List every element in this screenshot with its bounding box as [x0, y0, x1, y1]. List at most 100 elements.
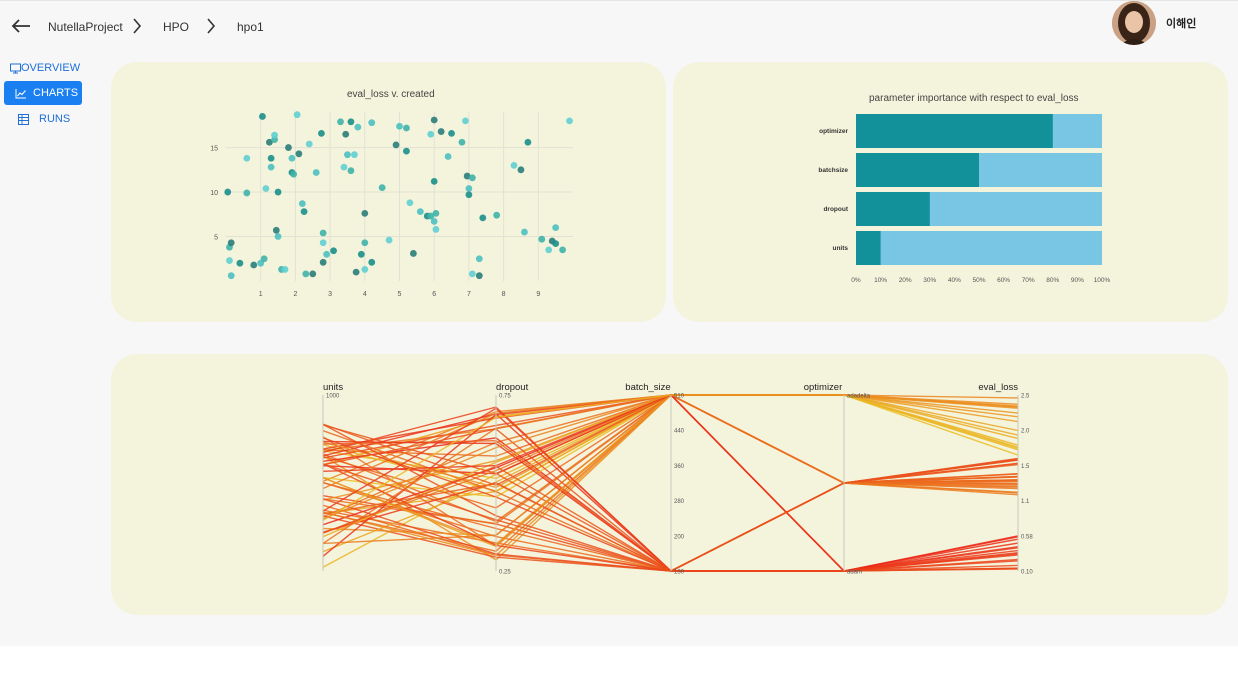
- importance-category-label: batchsize: [818, 167, 848, 174]
- scatter-point: [272, 226, 280, 234]
- scatter-point: [409, 250, 417, 257]
- pc-axis-label: eval_loss: [978, 382, 1018, 393]
- user-photo-icon: [1112, 1, 1156, 45]
- scatter-point: [427, 130, 435, 138]
- chevron-right-icon: [207, 18, 216, 34]
- scatter-point: [545, 246, 553, 254]
- scatter-x-tick: 7: [467, 291, 471, 298]
- nav-charts-label: CHARTS: [33, 87, 79, 99]
- scatter-point: [290, 170, 298, 178]
- scatter-point: [403, 147, 410, 155]
- scatter-point: [493, 211, 501, 219]
- breadcrumb-run[interactable]: hpo1: [237, 20, 264, 34]
- back-arrow-icon[interactable]: [10, 16, 32, 36]
- user-name: 이해인: [1166, 18, 1197, 30]
- nav-overview-label: OVERVIEW: [21, 62, 81, 74]
- scatter-point: [524, 138, 532, 146]
- scatter-point: [288, 154, 296, 162]
- scatter-point: [274, 188, 282, 196]
- importance-x-tick: 20%: [899, 277, 912, 284]
- scatter-point: [323, 250, 331, 258]
- scatter-point: [347, 118, 355, 126]
- scatter-x-tick: 4: [363, 291, 367, 298]
- scatter-chart-title: eval_loss v. created: [347, 89, 435, 100]
- importance-x-tick: 60%: [997, 277, 1010, 284]
- scatter-point: [468, 174, 476, 182]
- importance-bar: [856, 192, 930, 226]
- nav-runs[interactable]: RUNS: [4, 107, 82, 131]
- pc-axis-tick: 0.25: [499, 570, 511, 576]
- scatter-point: [337, 118, 344, 126]
- scatter-chart-card: eval_loss v. created 1 2 3 4 5 6 7 8 9 5 10 15: [111, 62, 666, 322]
- scatter-point: [342, 130, 350, 138]
- scatter-point: [462, 117, 469, 125]
- scatter-point: [559, 246, 566, 254]
- nav-overview[interactable]: OVERVIEW: [10, 56, 82, 80]
- scatter-point: [274, 233, 282, 240]
- importance-bar-background: [856, 231, 1102, 265]
- importance-category-label: dropout: [823, 206, 848, 213]
- importance-bar: [856, 153, 979, 187]
- scatter-point: [259, 113, 266, 120]
- scatter-point: [267, 163, 275, 171]
- breadcrumb-project[interactable]: NutellaProject: [48, 20, 123, 34]
- avatar[interactable]: [1112, 1, 1156, 45]
- scatter-point: [475, 272, 483, 280]
- scatter-point: [368, 119, 376, 127]
- pc-axis-tick: 280: [674, 499, 685, 505]
- scatter-point: [243, 189, 251, 197]
- scatter-point: [319, 229, 327, 237]
- scatter-point: [427, 212, 435, 220]
- scatter-point: [224, 188, 232, 196]
- scatter-point: [361, 239, 369, 247]
- scatter-point: [432, 226, 440, 233]
- scatter-point: [430, 177, 438, 185]
- scatter-point: [406, 199, 414, 207]
- scatter-point: [437, 128, 445, 135]
- breadcrumb-hpo[interactable]: HPO: [163, 20, 190, 34]
- scatter-point: [267, 154, 275, 162]
- scatter-point: [236, 259, 244, 267]
- scatter-point: [357, 250, 365, 258]
- importance-x-tick: 100%: [1094, 277, 1111, 284]
- pc-axis-tick: 2.0: [1021, 429, 1030, 435]
- scatter-point: [385, 236, 393, 244]
- scatter-point: [510, 161, 518, 169]
- pc-axis-label: dropout: [496, 382, 529, 393]
- pc-axis-tick: 510: [674, 394, 685, 400]
- scatter-point: [468, 270, 476, 278]
- scatter-point: [305, 140, 313, 148]
- pc-axis-tick: 200: [674, 534, 685, 540]
- scatter-point: [403, 124, 410, 132]
- importance-chart-card: parameter importance with respect to eva…: [673, 62, 1228, 322]
- nav-charts[interactable]: CHARTS: [4, 81, 82, 105]
- scatter-point: [368, 258, 376, 266]
- scatter-point: [262, 185, 270, 192]
- importance-x-tick: 80%: [1046, 277, 1059, 284]
- scatter-point: [458, 138, 466, 146]
- scatter-point: [444, 153, 452, 160]
- scatter-point: [552, 224, 560, 232]
- scatter-point: [340, 163, 348, 171]
- scatter-point: [312, 169, 320, 176]
- importance-bar-chart[interactable]: optimizer batchsize dropout units 0% 10% 20% 30…: [673, 62, 1228, 322]
- pc-axis-label: optimizer: [804, 382, 843, 393]
- scatter-point: [281, 266, 289, 273]
- scatter-x-tick: 6: [432, 291, 436, 298]
- scatter-point: [260, 255, 268, 263]
- scatter-x-tick: 2: [293, 291, 297, 298]
- importance-x-tick: 50%: [972, 277, 985, 284]
- parallel-coords-card: units 1000 dropout 0.75 0.25 batch_size 510 440…: [111, 354, 1228, 615]
- scatter-point: [352, 268, 360, 276]
- scatter-chart[interactable]: 1 2 3 4 5 6 7 8 9 5 10 15: [111, 62, 666, 322]
- scatter-point: [392, 141, 400, 149]
- scatter-point: [463, 172, 471, 180]
- scatter-point: [227, 239, 235, 247]
- importance-chart-title: parameter importance with respect to eva…: [869, 93, 1079, 104]
- scatter-point: [566, 117, 573, 125]
- scatter-point: [319, 239, 327, 247]
- scatter-point: [517, 166, 525, 174]
- importance-category-label: optimizer: [819, 128, 848, 135]
- scatter-point: [378, 184, 386, 192]
